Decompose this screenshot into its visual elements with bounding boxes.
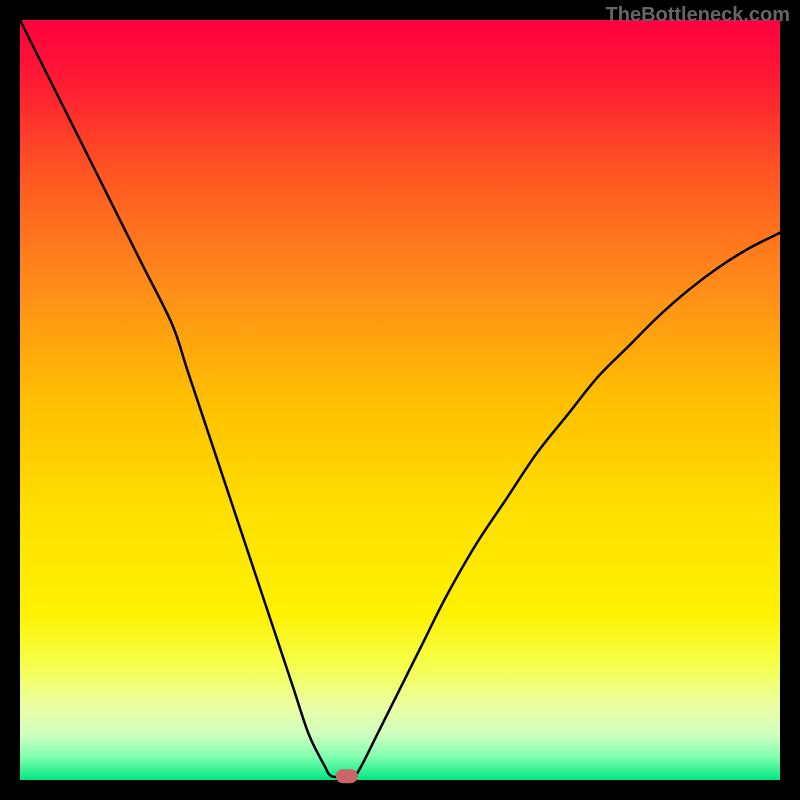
- bottleneck-chart: TheBottleneck.com: [0, 0, 800, 800]
- watermark-text: TheBottleneck.com: [606, 4, 790, 27]
- chart-plot-area: [20, 20, 780, 780]
- chart-svg: [0, 0, 800, 800]
- optimal-point-marker: [336, 769, 358, 783]
